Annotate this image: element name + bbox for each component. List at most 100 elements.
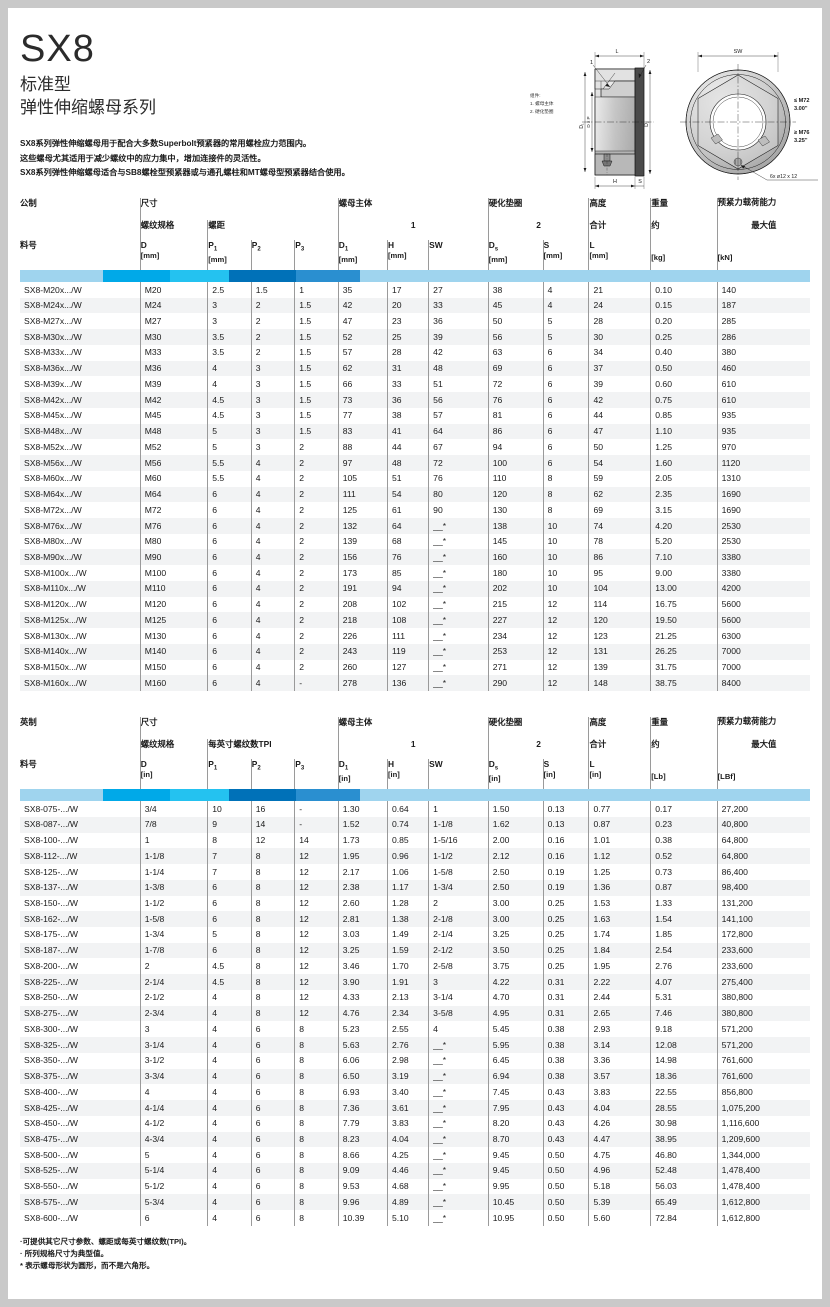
cell-lbf: 1,478,400 <box>721 1165 760 1176</box>
cell-H: 41 <box>387 423 430 440</box>
table-row[interactable]: SX8-425-.../W 4-1/4 4 6 8 7.36 3.61 __* 7.95 0.43… <box>20 1100 810 1116</box>
cell-S: 0.31 <box>543 1005 590 1022</box>
cell-P1: 6 <box>207 942 252 959</box>
table-row[interactable]: SX8-M48x.../W M48 5 3 1.5 83 41 64 86 6 47 1.10 935 <box>20 423 810 440</box>
cell-H: 1.70 <box>387 958 430 975</box>
table-row[interactable]: SX8-325-.../W 3-1/4 4 6 8 5.63 2.76 __* 5.95 0.38… <box>20 1037 810 1053</box>
table-row[interactable]: SX8-M27x.../W M27 3 2 1.5 47 23 36 50 5 28 0.20 285 <box>20 313 810 330</box>
imperial-sym-L: L [in] <box>588 759 652 790</box>
metric-sym-kg: [kg] <box>650 240 718 270</box>
cell-P2: 8 <box>251 864 296 880</box>
table-row[interactable]: SX8-400-.../W 4 4 6 8 6.93 3.40 __* 7.45 0.43 3.83… <box>20 1084 810 1101</box>
table-row[interactable]: SX8-575-.../W 5-3/4 4 6 8 9.96 4.89 __* 10.45 0.5… <box>20 1194 810 1211</box>
table-row[interactable]: SX8-450-.../W 4-1/2 4 6 8 7.79 3.83 __* 8.20 0.43… <box>20 1115 810 1132</box>
cell-P3: 2 <box>294 533 339 550</box>
cell-Ds: 3.25 <box>488 926 544 943</box>
table-row[interactable]: SX8-125-.../W 1-1/4 7 8 12 2.17 1.06 1-5/8 2.50 0… <box>20 864 810 880</box>
table-row[interactable]: SX8-475-.../W 4-3/4 4 6 8 8.23 4.04 __* 8.70 0.43… <box>20 1131 810 1148</box>
table-row[interactable]: SX8-525-.../W 5-1/4 4 6 8 9.09 4.46 __* 9.45 0.50… <box>20 1162 810 1179</box>
table-row[interactable]: SX8-M90x.../W M90 6 4 2 156 76 __* 160 10 86 7.10 33… <box>20 549 810 566</box>
cell-P3: 1.5 <box>294 423 339 440</box>
cell-P2: 6 <box>251 1084 296 1101</box>
table-row[interactable]: SX8-M64x.../W M64 6 4 2 111 54 80 120 8 62 2.35 1690 <box>20 486 810 503</box>
table-row[interactable]: SX8-M150x.../W M150 6 4 2 260 127 __* 271 12 139 31… <box>20 659 810 676</box>
cell-SW: 2-1/4 <box>428 926 489 943</box>
cell-L: 131 <box>588 643 652 660</box>
cell-P3: 12 <box>294 926 339 943</box>
cell-P1: 4 <box>207 1115 252 1132</box>
cell-lb: 0.38 <box>650 832 718 849</box>
cell-P1: 6 <box>207 580 252 597</box>
table-row[interactable]: SX8-M120x.../W M120 6 4 2 208 102 __* 215 12 114 16… <box>20 596 810 613</box>
cell-Ds: 271 <box>488 659 544 676</box>
table-row[interactable]: SX8-100-.../W 1 8 12 14 1.73 0.85 1-5/16 2.00 0.1… <box>20 832 810 849</box>
cell-D: 5-3/4 <box>140 1194 209 1211</box>
metric-sym-L: L [mm] <box>588 240 652 270</box>
table-row[interactable]: SX8-075-.../W 3/4 10 16-1.30 0.64 1 1.50 0.13 0.… <box>20 801 810 817</box>
table-row[interactable]: SX8-M160x.../W M160 6 4-278 136 __* 290 12 148 38… <box>20 675 810 692</box>
table-row[interactable]: SX8-M76x.../W M76 6 4 2 132 64 __* 138 10 74 4.20 25… <box>20 518 810 534</box>
table-row[interactable]: SX8-M36x.../W M36 4 3 1.5 62 31 48 69 6 37 0.50 460 <box>20 360 810 377</box>
cell-P1: 4 <box>207 1052 252 1069</box>
table-row[interactable]: SX8-275-.../W 2-3/4 4 8 12 4.76 2.34 3-5/8 4.95 0… <box>20 1005 810 1022</box>
cell-SW: __* <box>428 612 489 629</box>
table-row[interactable]: SX8-M60x.../W M60 5.5 4 2 105 51 76 110 8 59 2.05 13… <box>20 470 810 487</box>
cell-lbf: 571,200 <box>721 1039 753 1050</box>
table-row[interactable]: SX8-175-.../W 1-3/4 5 8 12 3.03 1.49 2-1/4 3.25 0… <box>20 926 810 943</box>
cell-S: 0.38 <box>543 1052 590 1069</box>
table-row[interactable]: SX8-M24x.../W M24 3 2 1.5 42 20 33 45 4 24 0.15 187 <box>20 297 810 314</box>
table-row[interactable]: SX8-162-.../W 1-5/8 6 8 12 2.81 1.38 2-1/8 3.00 0… <box>20 911 810 927</box>
table-row[interactable]: SX8-M20x.../W M20 2.5 1.5 1 35 17 27 38 4 21 0.10 14… <box>20 282 810 298</box>
cell-P3: 1.5 <box>294 407 339 424</box>
table-row[interactable]: SX8-M72x.../W M72 6 4 2 125 61 90 130 8 69 3.15 1690 <box>20 502 810 519</box>
table-row[interactable]: SX8-M80x.../W M80 6 4 2 139 68 __* 145 10 78 5.20 25… <box>20 533 810 550</box>
cell-D: M56 <box>140 455 209 471</box>
cell-part: SX8-M120x.../W <box>20 596 141 613</box>
cell-H: 64 <box>387 518 430 534</box>
table-row[interactable]: SX8-375-.../W 3-3/4 4 6 8 6.50 3.19 __* 6.94 0.38… <box>20 1068 810 1085</box>
table-row[interactable]: SX8-250-.../W 2-1/2 4 8 12 4.33 2.13 3-1/4 4.70 0… <box>20 989 810 1006</box>
cell-Ds: 6.94 <box>488 1068 544 1085</box>
table-row[interactable]: SX8-600-.../W 6 4 6 8 10.39 5.10 __* 10.95 0.50 5.… <box>20 1210 810 1226</box>
table-row[interactable]: SX8-087-.../W 7/8 9 14-1.52 0.74 1-1/8 1.62 0.1… <box>20 816 810 833</box>
table-row[interactable]: SX8-M39x.../W M39 4 3 1.5 66 33 51 72 6 39 0.60 610 <box>20 376 810 393</box>
table-row[interactable]: SX8-M130x.../W M130 6 4 2 226 111 __* 234 12 123 21… <box>20 628 810 644</box>
table-row[interactable]: SX8-M140x.../W M140 6 4 2 243 119 __* 253 12 131 26… <box>20 643 810 660</box>
table-row[interactable]: SX8-M100x.../W M100 6 4 2 173 85 __* 180 10 95 9.00… <box>20 565 810 581</box>
dim-label-Ds-right: D₂ <box>644 121 650 127</box>
table-row[interactable]: SX8-M33x.../W M33 3.5 2 1.5 57 28 42 63 6 34 0.40 38… <box>20 344 810 361</box>
table-row[interactable]: SX8-500-.../W 5 4 6 8 8.66 4.25 __* 9.45 0.50 4.75… <box>20 1147 810 1163</box>
cell-D: 3-1/2 <box>140 1052 209 1069</box>
table-row[interactable]: SX8-350-.../W 3-1/2 4 6 8 6.06 2.98 __* 6.45 0.38… <box>20 1052 810 1069</box>
cell-Ds: 253 <box>488 643 544 660</box>
colorbar-seg-4 <box>229 270 297 282</box>
table-row[interactable]: SX8-550-.../W 5-1/2 4 6 8 9.53 4.68 __* 9.95 0.50… <box>20 1178 810 1195</box>
cell-SW: __* <box>428 1052 489 1069</box>
table-row[interactable]: SX8-150-.../W 1-1/2 6 8 12 2.60 1.28 2 3.00 0.25 1… <box>20 895 810 912</box>
cell-D: M130 <box>140 628 209 644</box>
colorbar-imp-seg-3 <box>170 789 230 802</box>
table-row[interactable]: SX8-300-.../W 3 4 6 8 5.23 2.55 4 5.45 0.38 2.93 9.… <box>20 1021 810 1038</box>
cell-S: 0.25 <box>543 911 590 927</box>
cell-P2: 6 <box>251 1162 296 1179</box>
cell-S: 5 <box>543 329 590 345</box>
table-row[interactable]: SX8-M56x.../W M56 5.5 4 2 97 48 72 100 6 54 1.60 112… <box>20 455 810 471</box>
table-row[interactable]: SX8-112-.../W 1-1/8 7 8 12 1.95 0.96 1-1/2 2.12 0… <box>20 848 810 865</box>
cell-P2: 8 <box>251 879 296 896</box>
cell-S: 0.19 <box>543 864 590 880</box>
metric-group-nut-body: 螺母主体 <box>338 198 489 220</box>
table-row[interactable]: SX8-M42x.../W M42 4.5 3 1.5 73 36 56 76 6 42 0.75 61… <box>20 392 810 408</box>
table-row[interactable]: SX8-M52x.../W M52 5 3 2 88 44 67 94 6 50 1.25 970 <box>20 439 810 456</box>
table-row[interactable]: SX8-M110x.../W M110 6 4 2 191 94 __* 202 10 104 13.… <box>20 580 810 597</box>
drawing-note-le-in: 3.00" <box>794 106 808 112</box>
table-row[interactable]: SX8-137-.../W 1-3/8 6 8 12 2.38 1.17 1-3/4 2.50 0… <box>20 879 810 896</box>
table-row[interactable]: SX8-M125x.../W M125 6 4 2 218 108 __* 227 12 120 19… <box>20 612 810 629</box>
table-row[interactable]: SX8-187-.../W 1-7/8 6 8 12 3.25 1.59 2-1/2 3.50 0… <box>20 942 810 959</box>
table-row[interactable]: SX8-M45x.../W M45 4.5 3 1.5 77 38 57 81 6 44 0.85 93… <box>20 407 810 424</box>
cell-SW: 39 <box>428 329 489 345</box>
cell-P1: 3 <box>207 297 252 314</box>
table-row[interactable]: SX8-M30x.../W M30 3.5 2 1.5 52 25 39 56 5 30 0.25 28… <box>20 329 810 345</box>
table-row[interactable]: SX8-200-.../W 2 4.5 8 12 3.46 1.70 2-5/8 3.75 0.2… <box>20 958 810 975</box>
cell-kN: 286 <box>721 331 736 342</box>
table-row[interactable]: SX8-225-.../W 2-1/4 4.5 8 12 3.90 1.91 3 4.22 0.3… <box>20 974 810 990</box>
